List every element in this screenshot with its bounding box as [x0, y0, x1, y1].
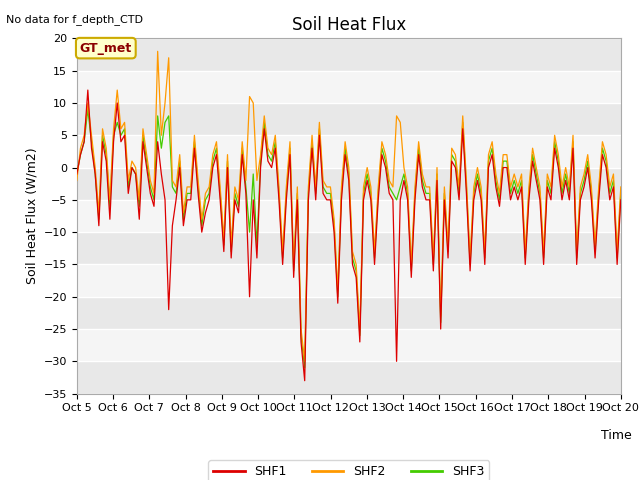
Bar: [77, 329, 621, 361]
SHF3: [205, 191, 213, 196]
SHF1: [209, 165, 216, 170]
SHF2: [73, 178, 81, 183]
SHF2: [205, 184, 213, 190]
Text: No data for f_depth_CTD: No data for f_depth_CTD: [6, 14, 143, 25]
Line: SHF1: SHF1: [77, 90, 621, 381]
SHF2: [143, 152, 150, 157]
SHF2: [437, 313, 445, 319]
SHF2: [617, 184, 625, 190]
SHF3: [73, 171, 81, 177]
SHF2: [301, 359, 308, 364]
SHF1: [147, 191, 154, 196]
SHF2: [319, 178, 327, 183]
SHF1: [301, 378, 308, 384]
Text: GT_met: GT_met: [80, 42, 132, 55]
Y-axis label: Soil Heat Flux (W/m2): Soil Heat Flux (W/m2): [25, 148, 38, 284]
Bar: [77, 232, 621, 264]
SHF1: [73, 171, 81, 177]
Bar: [77, 135, 621, 168]
Bar: [77, 264, 621, 297]
Line: SHF3: SHF3: [77, 109, 621, 368]
SHF1: [319, 191, 327, 196]
SHF2: [209, 152, 216, 157]
SHF2: [172, 184, 180, 190]
Bar: [77, 297, 621, 329]
Legend: SHF1, SHF2, SHF3: SHF1, SHF2, SHF3: [209, 460, 489, 480]
SHF3: [617, 191, 625, 196]
SHF3: [301, 365, 308, 371]
SHF3: [209, 158, 216, 164]
Bar: [77, 103, 621, 135]
SHF1: [205, 197, 213, 203]
Bar: [77, 71, 621, 103]
Bar: [77, 361, 621, 394]
SHF3: [172, 191, 180, 196]
SHF1: [617, 197, 625, 203]
SHF1: [84, 87, 92, 93]
Title: Soil Heat Flux: Soil Heat Flux: [292, 16, 406, 34]
SHF3: [319, 184, 327, 190]
SHF1: [437, 326, 445, 332]
Bar: [77, 168, 621, 200]
SHF1: [172, 197, 180, 203]
SHF2: [154, 48, 161, 54]
Line: SHF2: SHF2: [77, 51, 621, 361]
X-axis label: Time: Time: [601, 429, 632, 442]
SHF3: [147, 184, 154, 190]
SHF3: [84, 107, 92, 112]
Bar: [77, 200, 621, 232]
SHF3: [437, 320, 445, 325]
Bar: [77, 38, 621, 71]
